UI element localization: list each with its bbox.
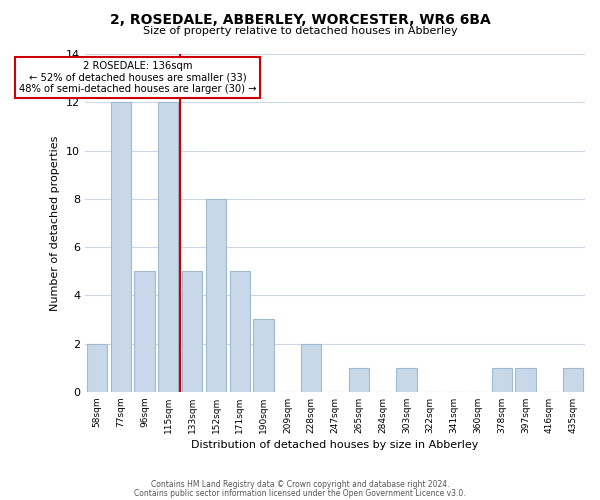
Bar	[397, 368, 416, 392]
Text: 2 ROSEDALE: 136sqm
← 52% of detached houses are smaller (33)
48% of semi-detache: 2 ROSEDALE: 136sqm ← 52% of detached hou…	[19, 61, 256, 94]
Text: Size of property relative to detached houses in Abberley: Size of property relative to detached ho…	[143, 26, 457, 36]
Bar	[515, 368, 536, 392]
Bar	[87, 344, 107, 392]
Bar	[206, 199, 226, 392]
Bar	[230, 271, 250, 392]
Text: 2, ROSEDALE, ABBERLEY, WORCESTER, WR6 6BA: 2, ROSEDALE, ABBERLEY, WORCESTER, WR6 6B…	[110, 12, 490, 26]
Text: Contains HM Land Registry data © Crown copyright and database right 2024.: Contains HM Land Registry data © Crown c…	[151, 480, 449, 489]
Bar	[134, 271, 155, 392]
Bar	[253, 320, 274, 392]
Bar	[158, 102, 178, 392]
Bar	[563, 368, 583, 392]
Text: Contains public sector information licensed under the Open Government Licence v3: Contains public sector information licen…	[134, 488, 466, 498]
Bar	[491, 368, 512, 392]
X-axis label: Distribution of detached houses by size in Abberley: Distribution of detached houses by size …	[191, 440, 479, 450]
Y-axis label: Number of detached properties: Number of detached properties	[50, 135, 61, 310]
Bar	[110, 102, 131, 392]
Bar	[182, 271, 202, 392]
Bar	[301, 344, 322, 392]
Bar	[349, 368, 369, 392]
